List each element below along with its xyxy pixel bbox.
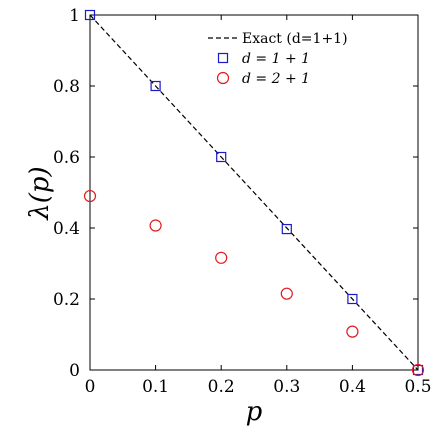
y-tick-label: 0.4 (53, 219, 80, 239)
y-tick-label: 0.8 (53, 77, 80, 97)
square-point (84, 9, 96, 21)
y-tick-label: 0.2 (53, 290, 80, 310)
y-axis-label: λ(p) (25, 166, 55, 220)
circle-point (346, 325, 359, 338)
legend-circle-swatch (216, 71, 230, 85)
x-tick-label: 0.3 (273, 377, 300, 397)
exact-line (89, 14, 419, 371)
square-point (412, 364, 424, 376)
square-point (150, 80, 161, 92)
circle-point (411, 363, 425, 377)
circle-point (280, 287, 293, 300)
legend: Exact (d=1+1) d = 1 + 1 d = 2 + 1 (208, 31, 348, 87)
x-axis-label: p (246, 397, 263, 427)
legend-label: d = 2 + 1 (242, 71, 310, 87)
y-tick-label: 1 (69, 6, 80, 26)
y-tick-label: 0 (69, 361, 80, 381)
x-tick-label: 0.4 (339, 377, 366, 397)
legend-square-swatch (217, 52, 229, 64)
axis-ticks: 0 0.1 0.2 0.3 0.4 0.5 0 0.2 0.4 0.6 0.8 1 (53, 6, 432, 397)
circle-point (215, 251, 228, 264)
legend-label: Exact (d=1+1) (242, 31, 348, 47)
x-tick-label: 0.2 (208, 377, 235, 397)
square-point (281, 223, 292, 235)
circle-point (83, 189, 97, 203)
square-point (347, 293, 358, 305)
square-point (216, 151, 227, 163)
circle-point (149, 219, 162, 232)
legend-label: d = 1 + 1 (242, 51, 310, 67)
series-layer (83, 9, 425, 377)
x-tick-label: 0 (85, 377, 96, 397)
x-tick-label: 0.1 (142, 377, 169, 397)
x-tick-label: 0.5 (404, 377, 431, 397)
y-tick-label: 0.6 (53, 148, 80, 168)
